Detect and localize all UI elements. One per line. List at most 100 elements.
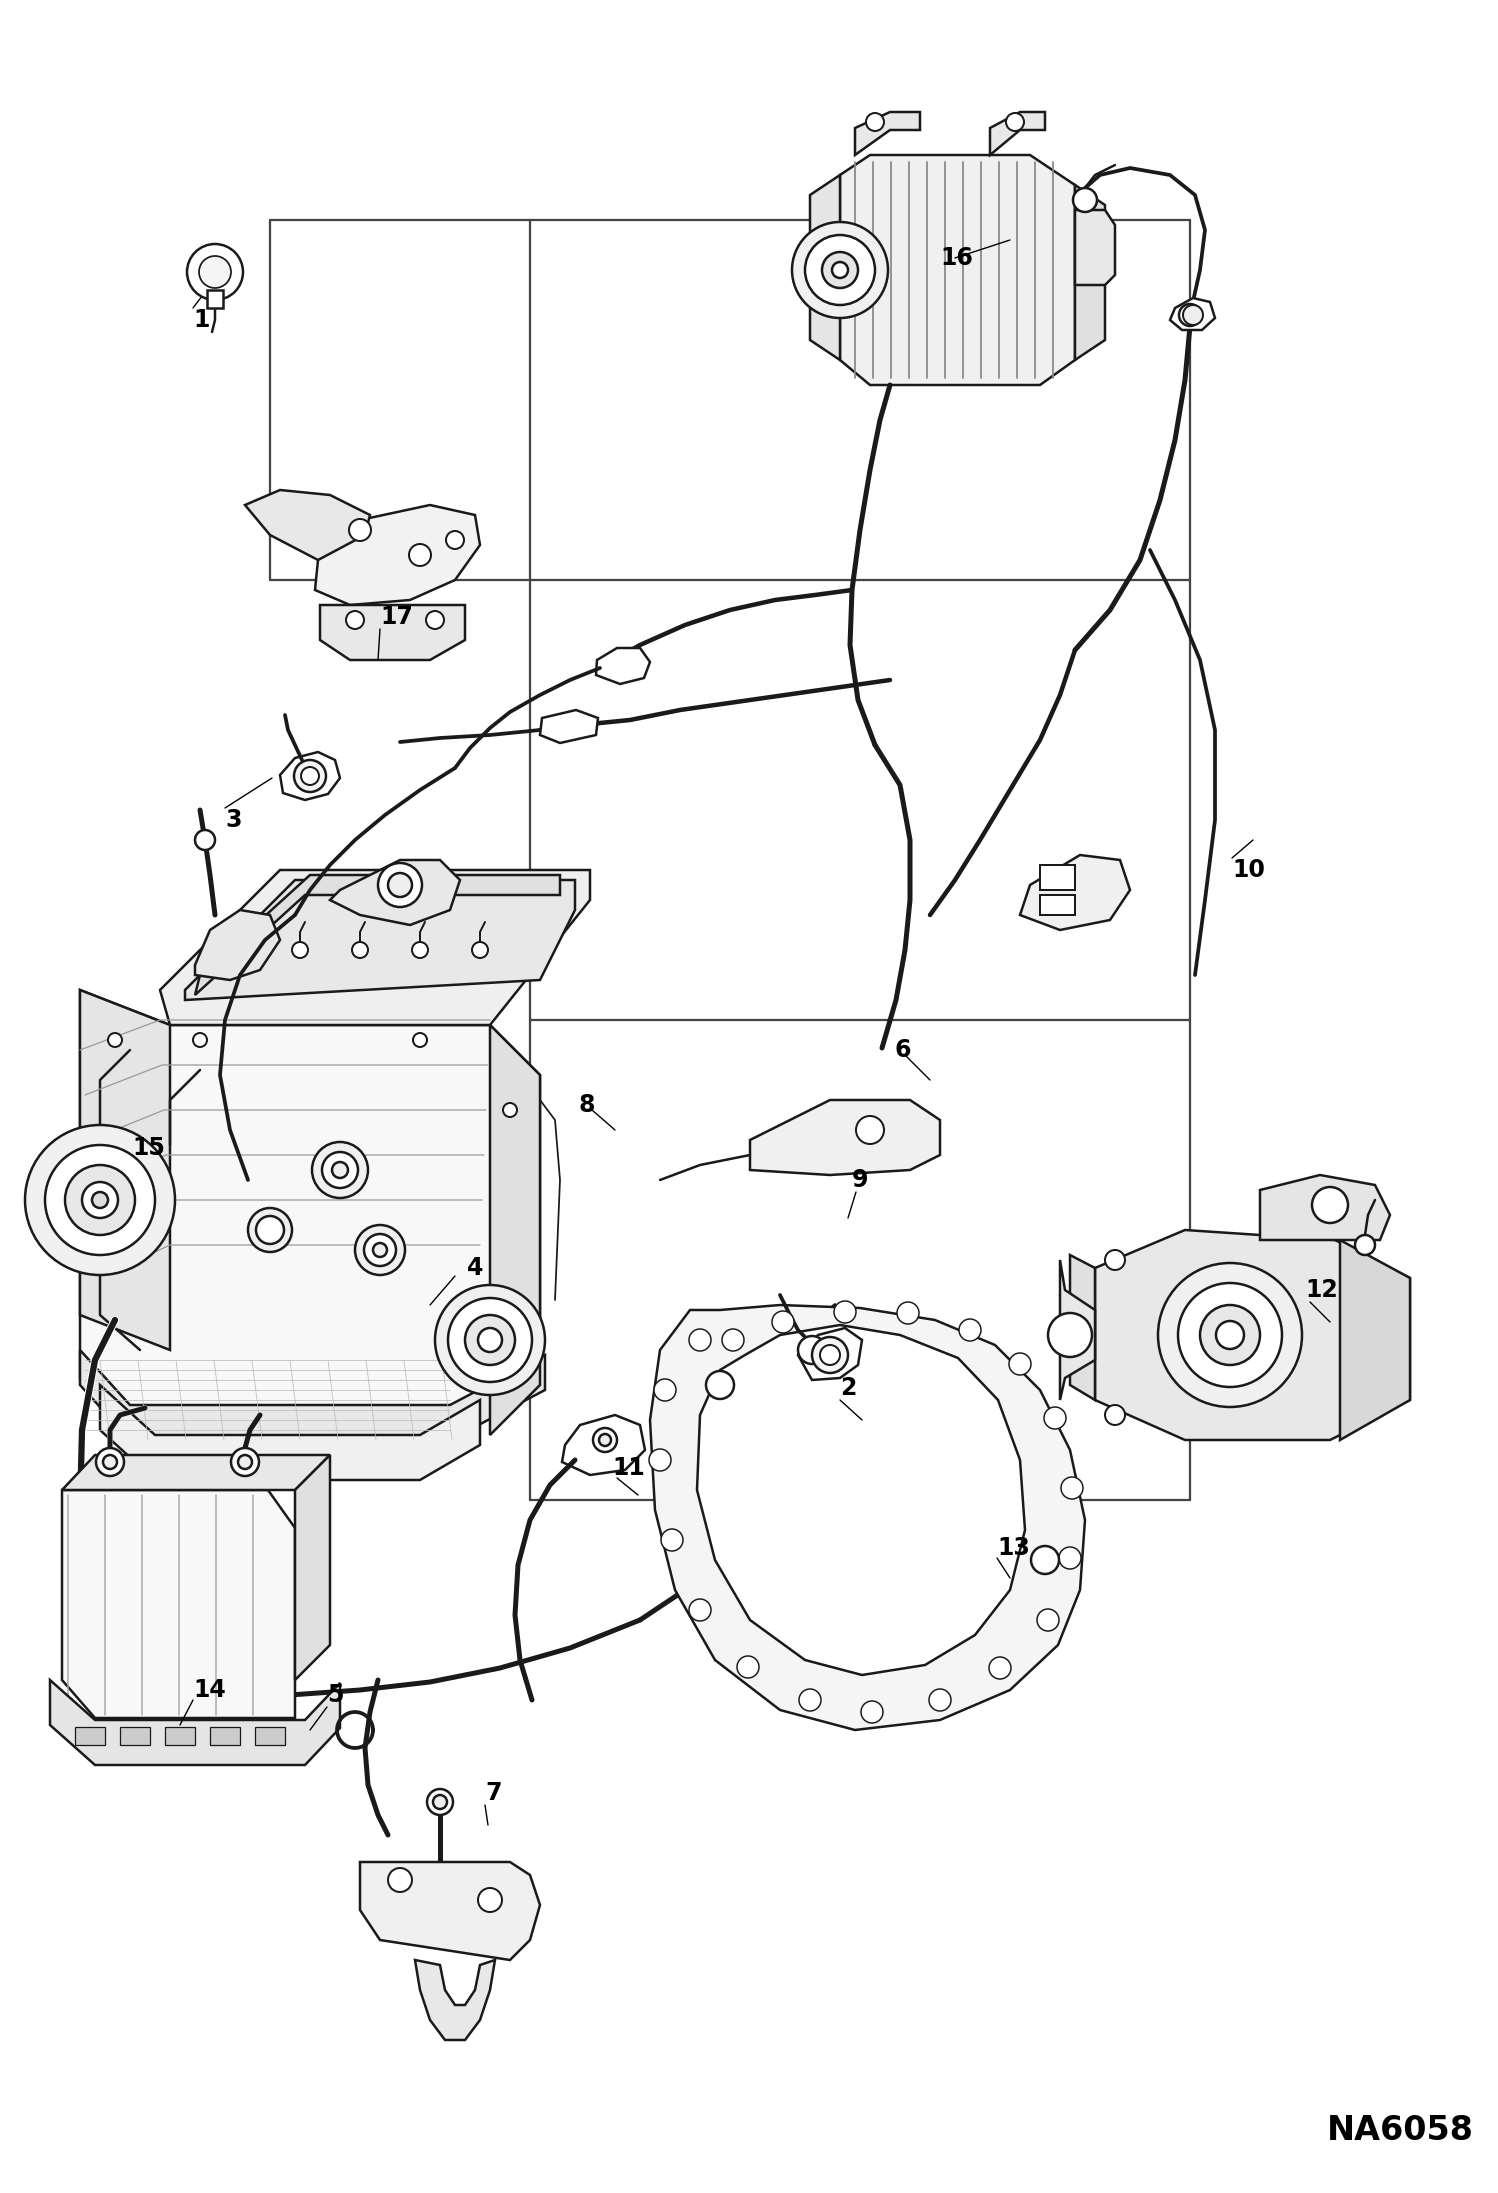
Circle shape: [349, 520, 372, 542]
Text: 8: 8: [580, 1092, 596, 1116]
Circle shape: [478, 1888, 502, 1912]
Polygon shape: [61, 1489, 295, 1717]
Polygon shape: [1076, 211, 1115, 285]
Polygon shape: [1020, 855, 1129, 930]
Text: 9: 9: [852, 1169, 869, 1193]
Circle shape: [861, 1702, 882, 1724]
Circle shape: [959, 1318, 981, 1340]
Polygon shape: [295, 1454, 330, 1680]
Text: NA6058: NA6058: [1327, 2114, 1474, 2147]
Circle shape: [103, 1454, 117, 1469]
Circle shape: [737, 1656, 759, 1678]
Polygon shape: [79, 1351, 545, 1441]
Polygon shape: [1341, 1239, 1410, 1441]
Circle shape: [427, 1789, 452, 1816]
Circle shape: [1049, 1314, 1092, 1357]
Polygon shape: [539, 711, 598, 743]
Polygon shape: [1076, 184, 1106, 360]
Circle shape: [1031, 1546, 1059, 1575]
Circle shape: [364, 1235, 395, 1265]
Polygon shape: [490, 1024, 539, 1434]
Circle shape: [388, 873, 412, 897]
Polygon shape: [195, 910, 280, 980]
Polygon shape: [100, 1386, 479, 1480]
Circle shape: [478, 1329, 502, 1353]
Bar: [207, 289, 223, 307]
Circle shape: [1312, 1186, 1348, 1224]
Text: 10: 10: [1231, 857, 1264, 882]
Circle shape: [655, 1379, 676, 1401]
Circle shape: [897, 1303, 918, 1325]
Circle shape: [1073, 189, 1097, 213]
Circle shape: [1356, 1235, 1375, 1254]
Polygon shape: [750, 1101, 941, 1175]
Circle shape: [819, 1344, 840, 1364]
Text: 15: 15: [132, 1136, 165, 1160]
Circle shape: [413, 1033, 427, 1046]
Polygon shape: [415, 1961, 494, 2039]
Circle shape: [503, 1103, 517, 1116]
Circle shape: [812, 1338, 848, 1373]
Circle shape: [433, 1796, 446, 1809]
Bar: [210, 1728, 240, 1746]
Circle shape: [1106, 1406, 1125, 1425]
Circle shape: [333, 1162, 348, 1178]
Circle shape: [45, 1145, 154, 1254]
Text: 3: 3: [225, 807, 241, 831]
Circle shape: [412, 943, 428, 958]
Circle shape: [322, 1151, 358, 1189]
Circle shape: [448, 1298, 532, 1382]
Circle shape: [292, 943, 309, 958]
Circle shape: [82, 1182, 118, 1217]
Circle shape: [771, 1311, 794, 1333]
Circle shape: [689, 1599, 712, 1621]
Circle shape: [238, 1454, 252, 1469]
Bar: [75, 1728, 105, 1746]
Text: 2: 2: [840, 1375, 857, 1399]
Circle shape: [706, 1371, 734, 1399]
Circle shape: [1061, 1478, 1083, 1500]
Circle shape: [352, 943, 369, 958]
Circle shape: [301, 768, 319, 785]
Polygon shape: [1170, 298, 1215, 329]
Circle shape: [91, 1193, 108, 1208]
Circle shape: [1007, 114, 1025, 132]
Circle shape: [434, 1285, 545, 1395]
Circle shape: [193, 1033, 207, 1046]
Bar: [1040, 895, 1076, 914]
Circle shape: [355, 1226, 404, 1274]
Circle shape: [599, 1434, 611, 1445]
Circle shape: [1200, 1305, 1260, 1364]
Circle shape: [798, 1689, 821, 1711]
Text: 17: 17: [380, 605, 413, 629]
Circle shape: [1044, 1408, 1067, 1430]
Circle shape: [798, 1336, 825, 1364]
Circle shape: [1179, 305, 1201, 327]
Bar: [165, 1728, 195, 1746]
Circle shape: [373, 1243, 386, 1257]
Bar: [1040, 864, 1076, 890]
Circle shape: [409, 544, 431, 566]
Circle shape: [1158, 1263, 1302, 1408]
Circle shape: [834, 1300, 855, 1322]
Circle shape: [446, 531, 464, 548]
Circle shape: [1010, 1353, 1031, 1375]
Circle shape: [822, 252, 858, 287]
Circle shape: [64, 1164, 135, 1235]
Polygon shape: [160, 871, 590, 1024]
Circle shape: [1216, 1320, 1243, 1349]
Polygon shape: [360, 1862, 539, 1961]
Circle shape: [231, 1447, 259, 1476]
Text: 14: 14: [193, 1678, 226, 1702]
Polygon shape: [61, 1454, 330, 1489]
Polygon shape: [810, 175, 840, 360]
Polygon shape: [330, 860, 460, 925]
Text: 11: 11: [613, 1456, 644, 1480]
Text: 4: 4: [467, 1257, 484, 1281]
Polygon shape: [1260, 1175, 1390, 1239]
Circle shape: [312, 1143, 369, 1197]
Polygon shape: [246, 489, 370, 559]
Text: 5: 5: [327, 1682, 343, 1706]
Circle shape: [187, 243, 243, 300]
Text: 16: 16: [941, 246, 972, 270]
